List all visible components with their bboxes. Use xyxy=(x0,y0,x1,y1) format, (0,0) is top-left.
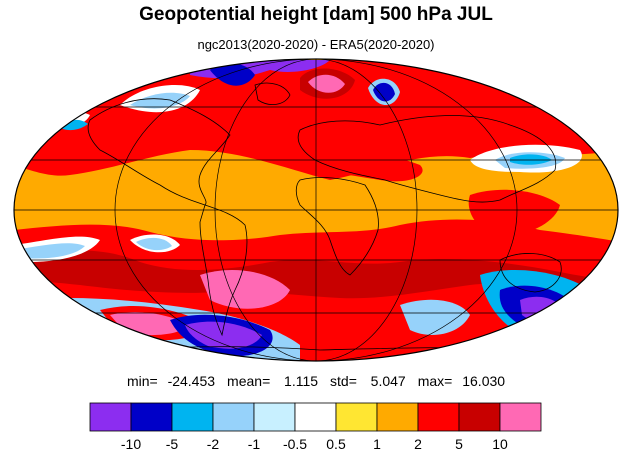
field-region xyxy=(210,63,255,86)
stat-mean-value: 1.115 xyxy=(284,373,319,389)
colorbar-tick-label: 1 xyxy=(373,436,381,452)
colorbar-swatch xyxy=(171,402,214,432)
colorbar-swatch xyxy=(458,402,501,432)
field-region xyxy=(130,92,190,109)
meridian-line xyxy=(114,59,518,361)
field-region xyxy=(14,243,85,259)
stat-max-value: 16.030 xyxy=(462,373,506,389)
plot-subtitle: ngc2013(2020-2020) - ERA5(2020-2020) xyxy=(197,37,435,52)
coastline-africa xyxy=(295,177,379,276)
field-region xyxy=(200,270,290,309)
plot-title: Geopotential height [dam] 500 hPa JUL xyxy=(139,4,493,25)
field-region xyxy=(400,299,470,335)
coastline-eurasia xyxy=(297,115,557,203)
graticule xyxy=(14,59,618,361)
stat-std-value: 5.047 xyxy=(370,373,406,389)
colorbar-tick-label: -1 xyxy=(248,436,261,452)
stat-max: max= 16.030 xyxy=(415,373,508,389)
field-region xyxy=(185,321,262,349)
colorbar-tick-label: 2 xyxy=(414,436,422,452)
meridian-line xyxy=(214,59,418,361)
field-region xyxy=(136,237,172,251)
colorbar-swatch xyxy=(376,402,419,432)
colorbar-tick-label: -2 xyxy=(207,436,220,452)
colorbar-swatch xyxy=(130,402,173,432)
colorbar-tick-label: -0.5 xyxy=(283,436,307,452)
colorbar-tick-label: 5 xyxy=(455,436,463,452)
field-region xyxy=(290,145,423,182)
field-region xyxy=(510,154,552,165)
coastline-australia xyxy=(499,253,562,293)
stat-mean-label: mean= xyxy=(227,373,271,389)
colorbar-swatch xyxy=(417,402,460,432)
colorbar-swatch xyxy=(253,402,296,432)
coastline-greenland xyxy=(254,82,291,105)
colorbar-tick-label: -5 xyxy=(166,436,179,452)
colorbar-swatch xyxy=(89,402,132,432)
stat-mean: mean= 1.115 xyxy=(224,373,321,389)
colorbar-tick-label: -10 xyxy=(121,436,141,452)
stat-min: min= -24.453 xyxy=(124,373,218,389)
stat-std-label: std= xyxy=(330,373,357,389)
statistics-line: min= -24.453 mean= 1.115 std= 5.047 max= 16… xyxy=(0,373,632,389)
stat-min-label: min= xyxy=(126,373,158,389)
stat-min-value: -24.453 xyxy=(167,373,216,389)
field-region xyxy=(14,250,618,300)
colorbar-tick-label: 10 xyxy=(492,436,508,452)
colorbar-swatch xyxy=(499,402,542,432)
field-region xyxy=(308,74,345,93)
coastline-north-america xyxy=(87,98,231,206)
colorbar-tick-label: 0.5 xyxy=(326,436,346,452)
field-region xyxy=(60,119,88,131)
field-region xyxy=(299,298,390,337)
colorbar-swatch xyxy=(294,402,337,432)
coastline-south-america xyxy=(199,204,248,337)
colorbar-swatch xyxy=(335,402,378,432)
map-border xyxy=(13,58,619,362)
stat-max-label: max= xyxy=(417,373,453,389)
stat-std: std= 5.047 xyxy=(327,373,409,389)
colorbar-swatch xyxy=(212,402,255,432)
field-region xyxy=(373,82,395,102)
